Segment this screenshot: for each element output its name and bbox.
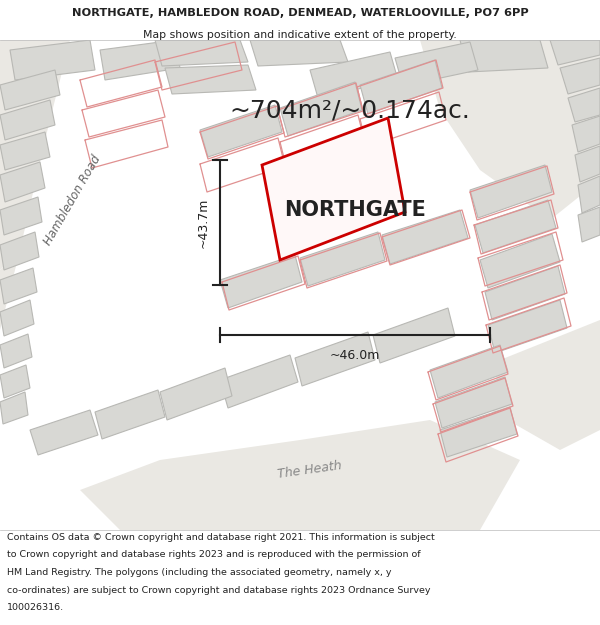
Polygon shape xyxy=(0,232,39,270)
Polygon shape xyxy=(430,345,508,398)
Polygon shape xyxy=(395,42,478,86)
Polygon shape xyxy=(220,355,298,408)
Polygon shape xyxy=(0,334,32,368)
Polygon shape xyxy=(488,300,567,353)
Polygon shape xyxy=(0,268,37,304)
Polygon shape xyxy=(0,300,34,336)
Text: The Heath: The Heath xyxy=(277,459,343,481)
Polygon shape xyxy=(480,234,560,288)
Text: co-ordinates) are subject to Crown copyright and database rights 2023 Ordnance S: co-ordinates) are subject to Crown copyr… xyxy=(7,586,431,594)
Polygon shape xyxy=(160,368,232,420)
Text: Contains OS data © Crown copyright and database right 2021. This information is : Contains OS data © Crown copyright and d… xyxy=(7,533,435,542)
Polygon shape xyxy=(0,70,60,110)
Text: 100026316.: 100026316. xyxy=(7,603,64,612)
Polygon shape xyxy=(155,40,248,66)
Polygon shape xyxy=(460,40,548,72)
Text: ~704m²/~0.174ac.: ~704m²/~0.174ac. xyxy=(230,98,470,122)
Polygon shape xyxy=(490,320,600,450)
Polygon shape xyxy=(0,162,45,202)
Polygon shape xyxy=(485,266,565,320)
Text: Map shows position and indicative extent of the property.: Map shows position and indicative extent… xyxy=(143,30,457,40)
Polygon shape xyxy=(550,40,600,65)
Polygon shape xyxy=(295,332,375,386)
Polygon shape xyxy=(95,390,165,439)
Polygon shape xyxy=(100,40,180,80)
Polygon shape xyxy=(440,407,517,457)
Polygon shape xyxy=(475,200,556,253)
Polygon shape xyxy=(435,377,512,428)
Polygon shape xyxy=(200,105,282,157)
Text: Hambledon Road: Hambledon Road xyxy=(41,152,103,248)
Polygon shape xyxy=(578,207,600,242)
Polygon shape xyxy=(373,308,455,363)
Polygon shape xyxy=(420,40,600,220)
Polygon shape xyxy=(0,132,50,170)
Polygon shape xyxy=(0,100,55,140)
Polygon shape xyxy=(280,82,362,136)
Text: NORTHGATE: NORTHGATE xyxy=(284,200,426,220)
Polygon shape xyxy=(572,116,600,152)
Polygon shape xyxy=(0,250,20,330)
Polygon shape xyxy=(30,410,98,455)
Polygon shape xyxy=(575,146,600,182)
Text: ~43.7m: ~43.7m xyxy=(197,198,210,248)
Polygon shape xyxy=(568,88,600,122)
Polygon shape xyxy=(578,176,600,213)
Polygon shape xyxy=(10,40,95,80)
Polygon shape xyxy=(0,40,70,160)
Polygon shape xyxy=(470,165,552,218)
Polygon shape xyxy=(220,255,302,308)
Polygon shape xyxy=(382,210,468,264)
Polygon shape xyxy=(0,392,28,424)
Polygon shape xyxy=(0,197,42,235)
Polygon shape xyxy=(165,65,256,94)
Text: ~46.0m: ~46.0m xyxy=(330,349,380,362)
Polygon shape xyxy=(250,40,348,66)
Polygon shape xyxy=(310,52,398,98)
Polygon shape xyxy=(80,420,520,530)
Polygon shape xyxy=(300,232,385,286)
Polygon shape xyxy=(360,60,442,114)
Polygon shape xyxy=(0,140,45,270)
Text: NORTHGATE, HAMBLEDON ROAD, DENMEAD, WATERLOOVILLE, PO7 6PP: NORTHGATE, HAMBLEDON ROAD, DENMEAD, WATE… xyxy=(71,8,529,18)
Text: HM Land Registry. The polygons (including the associated geometry, namely x, y: HM Land Registry. The polygons (includin… xyxy=(7,568,392,577)
Text: to Crown copyright and database rights 2023 and is reproduced with the permissio: to Crown copyright and database rights 2… xyxy=(7,551,421,559)
Polygon shape xyxy=(262,118,405,260)
Polygon shape xyxy=(560,58,600,94)
Polygon shape xyxy=(0,365,30,398)
